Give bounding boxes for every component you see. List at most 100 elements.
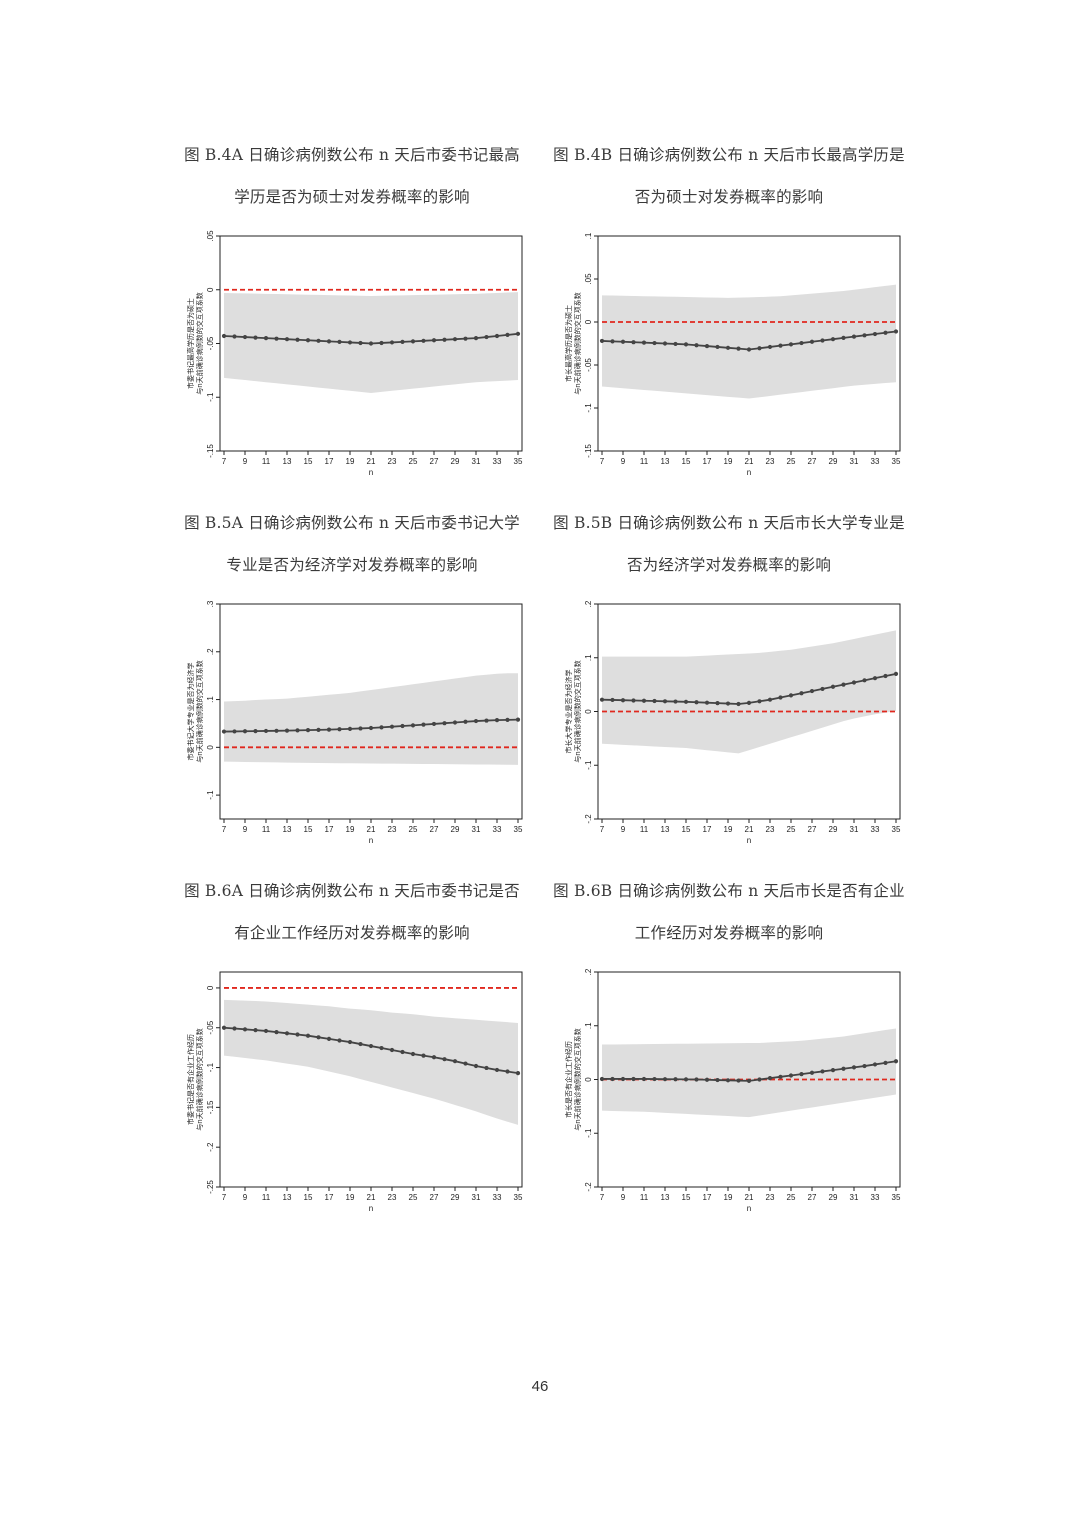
x-tick-label: 35 (514, 825, 523, 834)
y-tick-label: -.1 (584, 760, 593, 770)
coefficient-point (431, 1055, 437, 1060)
coefficient-point (484, 334, 489, 340)
x-tick-label: 17 (703, 1193, 712, 1202)
figure-caption-b4a: 图 B.4A 日确诊病例数公布 n 天后市委书记最高 学历是否为硕士对发券概率的… (172, 145, 532, 207)
x-tick-label: 21 (367, 1193, 376, 1202)
x-tick-label: 7 (222, 1193, 227, 1202)
coefficient-point (673, 341, 678, 347)
coefficient-point (421, 338, 426, 343)
y-axis-title-line2: 与n天前确诊病例数的交互项系数 (573, 1028, 582, 1130)
page-number: 46 (531, 1378, 549, 1395)
y-axis-title-line2: 与n天前确诊病例数的交互项系数 (195, 660, 204, 762)
coefficient-point (725, 345, 731, 350)
coefficient-point (400, 723, 405, 729)
coefficient-point (851, 334, 857, 339)
y-tick-label: .1 (584, 1022, 593, 1029)
y-tick-label: 0 (206, 985, 215, 990)
y-tick-label: -.05 (206, 336, 215, 350)
x-axis-title: n (747, 836, 751, 845)
coefficient-point (631, 698, 636, 703)
coefficient-point (463, 1061, 468, 1066)
coefficient-point (778, 695, 783, 700)
chart-b6a-svg: -.25 -.2 -.15 -.1 -.05 0 7 9 11 13 15 17 19 21 23 25 27 2… (186, 971, 523, 1213)
x-tick-label: 7 (222, 457, 227, 466)
coefficient-point (473, 718, 479, 724)
y-tick-label: -.05 (206, 1020, 215, 1034)
coefficient-point (463, 719, 468, 724)
y-tick-label: .05 (206, 230, 215, 242)
coefficient-point (274, 728, 279, 733)
caption-line2: 学历是否为硕士对发券概率的影响 (234, 188, 470, 206)
x-tick-label: 17 (703, 457, 712, 466)
coefficient-point (694, 1077, 699, 1082)
coefficient-point (494, 718, 500, 723)
coefficient-point (841, 682, 846, 687)
coefficient-point (778, 1074, 783, 1079)
coefficient-point (799, 340, 804, 346)
x-tick-label: 9 (621, 457, 626, 466)
coefficient-point (767, 344, 773, 350)
coefficient-point (599, 338, 605, 344)
x-tick-label: 23 (766, 457, 775, 466)
x-tick-label: 35 (892, 825, 901, 834)
coefficient-point (736, 346, 741, 351)
coefficient-point (253, 1028, 258, 1033)
x-tick-label: 9 (243, 1193, 248, 1202)
x-axis-title: n (747, 1204, 751, 1213)
coefficient-point (746, 1078, 752, 1083)
coefficient-point (442, 1057, 447, 1062)
y-tick-label: .05 (584, 273, 593, 285)
coefficient-point (358, 726, 363, 731)
coefficient-point (893, 1059, 899, 1064)
x-tick-label: 11 (640, 457, 649, 466)
x-tick-label: 29 (829, 457, 838, 466)
x-tick-label: 23 (766, 825, 775, 834)
x-tick-label: 17 (325, 1193, 334, 1202)
x-tick-label: 35 (892, 1193, 901, 1202)
coefficient-point (242, 334, 248, 340)
coefficient-point (641, 698, 647, 703)
coefficient-point (820, 338, 825, 343)
coefficient-point (610, 1076, 615, 1082)
chart-b6b: -.2 -.1 0 .1 .2 7 9 11 13 15 17 19 21 23 25 27 29 31 33 35 n… (563, 962, 908, 1217)
coefficient-point (326, 1036, 332, 1041)
x-tick-label: 13 (283, 457, 292, 466)
coefficient-point (316, 338, 321, 343)
coefficient-point (694, 700, 699, 705)
coefficient-point (704, 700, 710, 705)
coefficient-point (736, 701, 741, 707)
x-tick-label: 31 (850, 457, 859, 466)
coefficient-point (379, 725, 384, 730)
coefficient-point (715, 344, 720, 350)
coefficient-point (799, 1072, 804, 1077)
coefficient-point (389, 1047, 395, 1053)
x-tick-label: 19 (346, 457, 355, 466)
coefficient-point (809, 688, 815, 694)
coefficient-point (368, 1043, 374, 1049)
coefficient-point (326, 727, 332, 732)
x-tick-label: 15 (682, 457, 691, 466)
coefficient-point (662, 341, 668, 346)
coefficient-point (694, 343, 699, 348)
coefficient-point (515, 717, 521, 722)
coefficient-point (316, 727, 321, 732)
coefficient-point (715, 1077, 720, 1083)
confidence-band (602, 1028, 896, 1118)
coefficient-point (631, 340, 636, 345)
x-tick-label: 7 (600, 825, 605, 834)
x-tick-label: 13 (661, 457, 670, 466)
coefficient-point (862, 1063, 867, 1069)
chart-b5a-svg: -.1 0 .1 .2 .3 7 9 11 13 15 17 19 21 23 25 27 29 31 33 35 n 市… (186, 600, 523, 845)
x-tick-label: 29 (451, 825, 460, 834)
coefficient-point (389, 340, 395, 345)
coefficient-point (379, 340, 384, 346)
x-tick-label: 19 (346, 1193, 355, 1202)
x-tick-label: 21 (745, 825, 754, 834)
coefficient-point (725, 1078, 731, 1083)
confidence-band (602, 630, 896, 754)
x-tick-label: 29 (829, 1193, 838, 1202)
coefficient-point (274, 336, 279, 341)
caption-line1: 图 B.4A 日确诊病例数公布 n 天后市委书记最高 (184, 146, 520, 164)
x-tick-label: 15 (304, 1193, 313, 1202)
coefficient-point (830, 337, 836, 342)
